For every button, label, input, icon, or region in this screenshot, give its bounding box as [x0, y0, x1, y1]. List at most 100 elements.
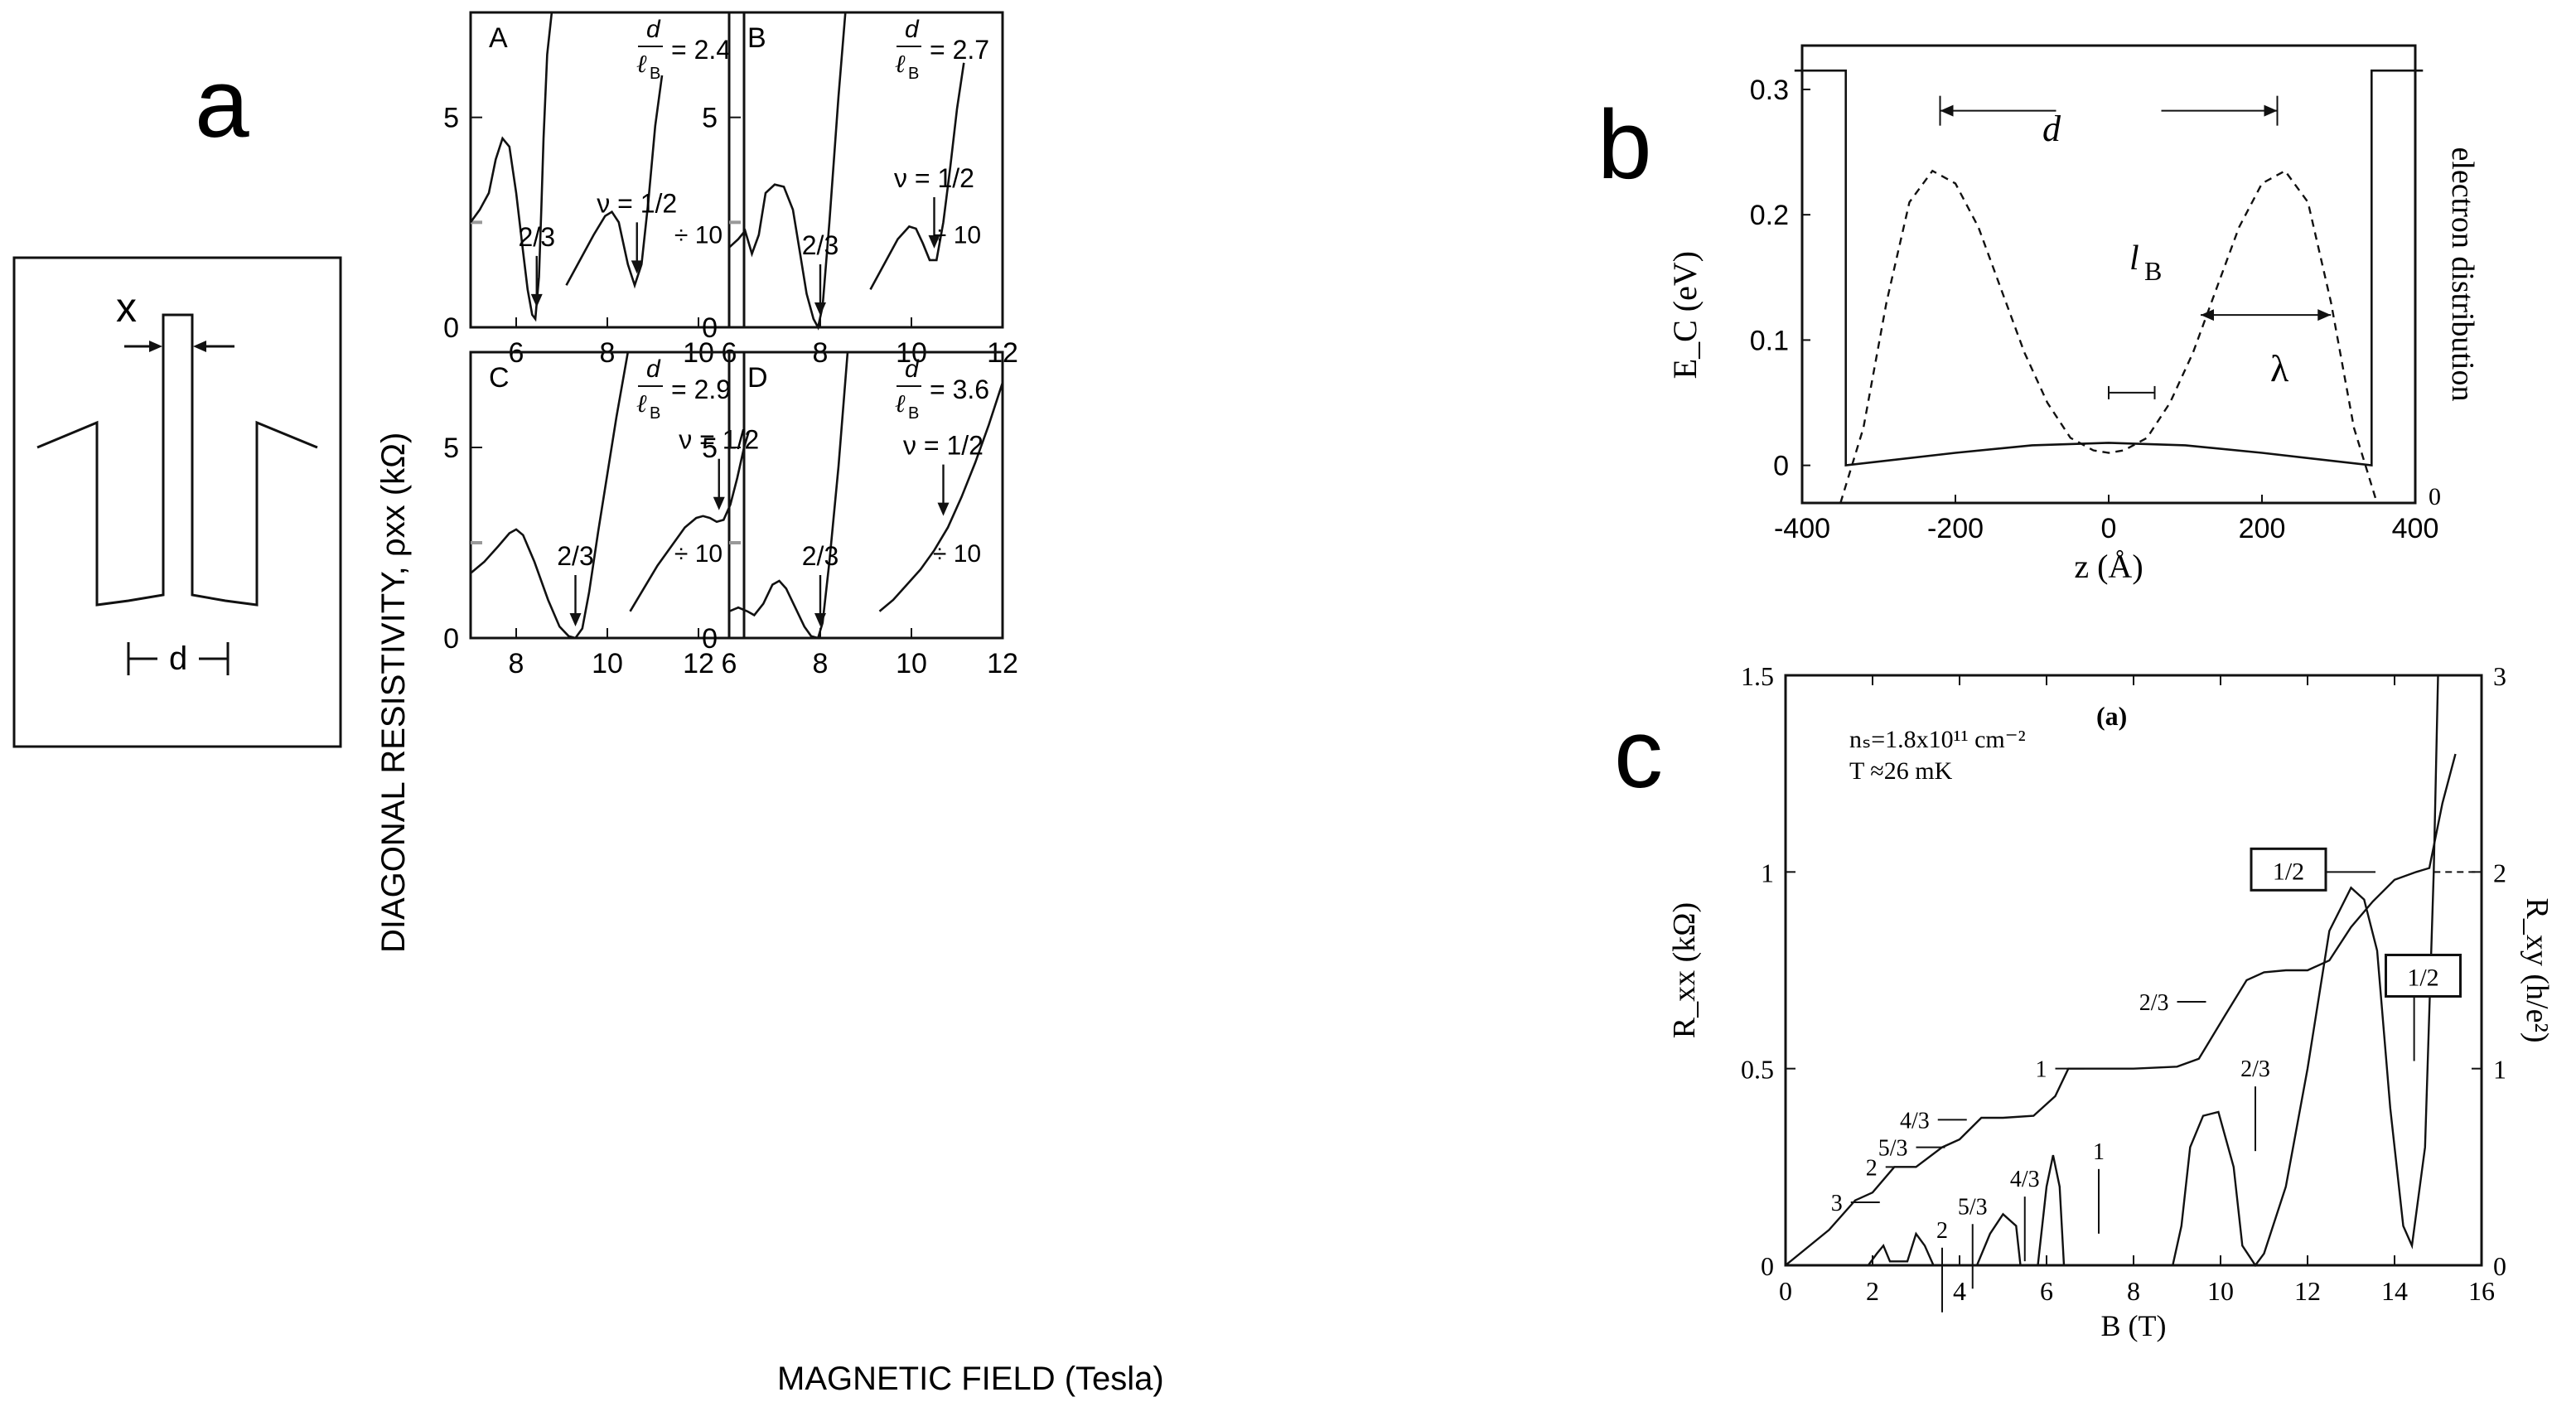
panel-c-arrowhead-1 [713, 496, 725, 510]
panel-c-ytick-label-0: 0 [443, 623, 459, 655]
c-ytick-label-3: 1.5 [1741, 661, 1774, 691]
panel-c-ratio-lb: ℓ [636, 390, 647, 418]
panel-d-xtick-label-2: 10 [896, 648, 927, 679]
c-rxx-label-0: 2 [1936, 1218, 1948, 1244]
c-xtick-label-4: 8 [2127, 1276, 2140, 1306]
panel-c-divide-label: ÷ 10 [674, 540, 723, 568]
b-d-arrowhead-left [1940, 104, 1954, 117]
panel-d-arrow-label-0: 2/3 [802, 541, 839, 571]
panel-d-arrow-label-1: ν = 1/2 [903, 431, 984, 461]
c-rxx-label-1: 5/3 [1958, 1194, 1988, 1220]
c-plateau-label-5: 2/3 [2139, 990, 2169, 1016]
b-ytick-label-2: 0.2 [1750, 200, 1789, 231]
panel-b-arrow-label-0: 2/3 [802, 230, 839, 260]
panel-b-arrowhead-1 [928, 234, 940, 249]
b-ytick-label-0: 0 [1773, 451, 1789, 482]
panel-b-ratio-d: d [905, 16, 920, 43]
panel-a-arrow-label-0: 2/3 [519, 222, 555, 252]
b-frame [1800, 44, 2417, 505]
x-arrowhead-right [193, 341, 206, 352]
panel-a-ratio-d: d [646, 16, 661, 43]
schematic-frame [12, 256, 342, 748]
panel-c-arrow-label-0: 2/3 [557, 541, 593, 571]
b-xtick-label-3: 200 [2239, 513, 2286, 544]
panel-b-divide-label: ÷ 10 [933, 222, 981, 249]
panel-a-label: A [489, 22, 508, 54]
c-xtick-label-1: 2 [1866, 1276, 1879, 1306]
b-ytick-label-3: 0.3 [1750, 75, 1789, 106]
panel-c-ratio-d: d [646, 355, 661, 383]
panel-a-letter: a [195, 49, 249, 158]
panel-a-ylabel: DIAGONAL RESISTIVITY, ρxx (kΩ) [375, 433, 412, 953]
c-ytick-label-0: 0 [1761, 1251, 1774, 1281]
c-t-text: T ≈26 mK [1849, 757, 1953, 785]
c-ytick-label-1: 0.5 [1741, 1055, 1774, 1085]
panel-b-label: B [747, 22, 766, 54]
c-plateau-label-2: 5/3 [1878, 1136, 1908, 1162]
c-xtick-label-8: 16 [2468, 1276, 2495, 1306]
schematic: x d [12, 256, 342, 748]
panel-b-arrow-label-1: ν = 1/2 [894, 163, 974, 193]
panel-a-ytick-label-1: 5 [443, 103, 459, 134]
c-xtick-label-6: 12 [2294, 1276, 2321, 1306]
panel-d-ratio-value: = 3.6 [930, 375, 989, 404]
panel-c-label: C [489, 362, 510, 394]
panel-c-curve-1 [629, 432, 750, 612]
c-ns-text: nₛ=1.8x10¹¹ cm⁻² [1849, 726, 2026, 753]
c-plateau-label-3: 4/3 [1900, 1108, 1930, 1134]
schematic-x-label: x [116, 284, 137, 331]
panel-c-letter: c [1614, 699, 1663, 809]
c-y2label: R_xy (h/e²) [2520, 898, 2554, 1043]
panel-c-xtick-label-1: 10 [592, 648, 623, 679]
panel-c-ratio-lb-sub: B [650, 404, 660, 423]
svg-text:B: B [2144, 256, 2162, 286]
b-y2tick-label-0: 0 [2429, 483, 2441, 510]
panel-b-ytick-label-1: 5 [702, 103, 718, 134]
panel-a-ratio-value: = 2.4 [671, 35, 731, 65]
c-rxx-label-3: 1 [2093, 1139, 2105, 1165]
c-y2tick-label-1: 1 [2493, 1055, 2506, 1085]
b-y2label: electron distribution [2445, 147, 2480, 401]
c-box2-label: 1/2 [2407, 964, 2438, 991]
panel-a-arrowhead-0 [530, 293, 543, 307]
b-potential-curve [1794, 69, 2424, 467]
b-distribution-curve [1839, 169, 2378, 504]
panel-b-curve-1 [869, 62, 965, 291]
panel-a-xlabel: MAGNETIC FIELD (Tesla) [777, 1361, 1164, 1397]
panel-d-ytick-label-0: 0 [702, 623, 718, 655]
panel-a-curve-1 [565, 75, 664, 289]
panel-a-ytick-label-0: 0 [443, 312, 459, 344]
panel-a-arrow-label-1: ν = 1/2 [597, 188, 677, 218]
panel-d-ytick-label-1: 5 [702, 433, 718, 464]
panel-a-arrowhead-1 [631, 260, 643, 274]
b-ytick-label-1: 0.1 [1750, 325, 1789, 356]
b-lambda-arrowhead-right [2317, 309, 2332, 321]
schematic-d-label: d [169, 641, 187, 677]
panel-b-arrowhead-0 [814, 302, 826, 316]
b-lambda-label: λ [2270, 347, 2289, 389]
b-xlabel: z (Å) [2074, 548, 2143, 585]
panel-d-arrowhead-0 [814, 613, 826, 626]
panel-a-divide-label: ÷ 10 [674, 222, 723, 249]
panel-d-ratio-lb: ℓ [895, 390, 906, 418]
c-ylabel: R_xx (kΩ) [1667, 902, 1702, 1038]
c-box1 [2250, 847, 2327, 892]
panel-b-letter: b [1597, 90, 1652, 200]
b-lambda-arrowhead-left [2201, 309, 2214, 321]
panel-a-ratio-lb-sub: B [650, 65, 660, 83]
b-lb-label: l B [2129, 239, 2162, 286]
panel-a-ratio-lb: ℓ [636, 51, 647, 78]
c-xtick-label-7: 14 [2381, 1276, 2408, 1306]
panel-c-ytick-label-1: 5 [443, 433, 459, 464]
c-box2 [2385, 953, 2462, 998]
panel-d-curve-0 [728, 351, 849, 640]
panel-d-frame [727, 350, 1004, 640]
panel-d-xtick-label-0: 6 [722, 648, 737, 679]
c-y2tick-label-0: 0 [2493, 1251, 2506, 1281]
panel-b-ytick-label-0: 0 [702, 312, 718, 344]
panel-d-curve-1 [878, 382, 1004, 612]
panel-c-arrow-label-1: ν = 1/2 [679, 425, 759, 455]
panel-d-ratio-lb-sub: B [908, 404, 919, 423]
